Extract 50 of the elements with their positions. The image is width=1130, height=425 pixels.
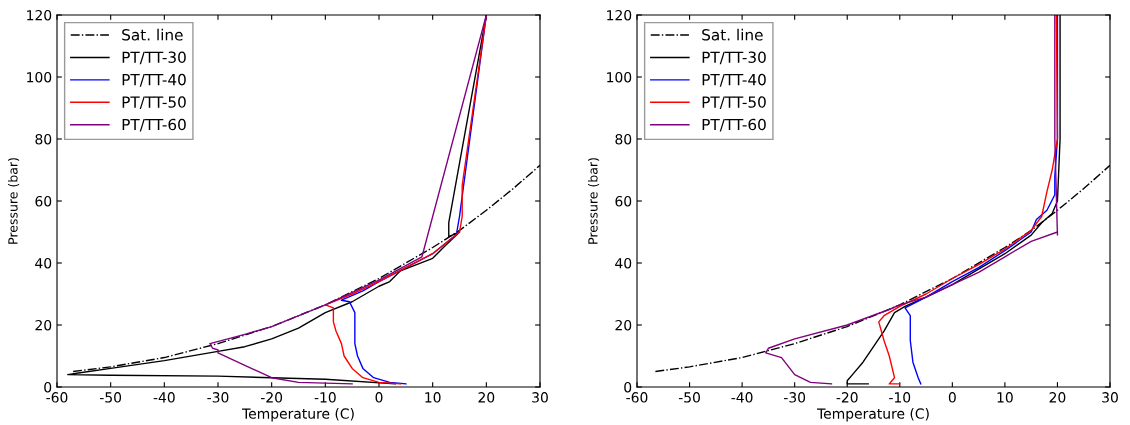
y-tick-label: 120 — [607, 9, 632, 21]
x-tick-label: -40 — [731, 392, 753, 403]
legend-label: PT/TT-40 — [702, 73, 766, 87]
y-tick-label: 0 — [624, 381, 632, 393]
x-tick-label: 10 — [997, 392, 1013, 403]
y-tick-label: 80 — [615, 133, 632, 145]
y-tick-label: 60 — [615, 195, 632, 207]
x-tick-label: 30 — [1102, 392, 1118, 403]
legend-label: PT/TT-30 — [122, 51, 186, 65]
legend-label: Sat. line — [702, 28, 763, 41]
y-tick-label: 100 — [27, 71, 52, 83]
y-tick-label: 80 — [35, 133, 52, 145]
line-series — [209, 15, 488, 385]
legend-label: Sat. line — [122, 28, 183, 41]
x-tick-label: -30 — [207, 392, 229, 403]
x-tick-label: -40 — [153, 392, 175, 403]
x-tick-label: -50 — [100, 392, 122, 403]
y-tick-label: 20 — [35, 319, 52, 331]
x-tick-label: 20 — [1049, 392, 1066, 403]
y-tick-label: 0 — [44, 381, 52, 393]
legend-label: PT/TT-60 — [122, 118, 186, 132]
legend-label: PT/TT-30 — [702, 51, 766, 65]
y-axis-title: Pressure (bar) — [7, 158, 20, 244]
x-tick-label: -10 — [314, 392, 336, 403]
y-tick-label: 60 — [35, 195, 52, 207]
x-tick-label: -60 — [626, 392, 648, 403]
x-tick-label: -50 — [678, 392, 700, 403]
legend-label: PT/TT-50 — [702, 96, 766, 110]
x-axis-title: Temperature (C) — [817, 408, 929, 422]
y-tick-label: 100 — [607, 71, 632, 83]
legend-label: PT/TT-60 — [702, 118, 766, 132]
legend-label: PT/TT-40 — [122, 73, 186, 87]
x-tick-label: -60 — [46, 392, 68, 403]
x-tick-label: -20 — [261, 392, 283, 403]
legend-label: PT/TT-50 — [122, 96, 186, 110]
x-tick-label: 30 — [532, 392, 548, 403]
x-tick-label: -20 — [836, 392, 858, 403]
x-tick-label: 10 — [425, 392, 441, 403]
x-tick-label: 0 — [375, 392, 383, 403]
y-tick-label: 40 — [615, 257, 632, 269]
y-tick-label: 40 — [35, 257, 52, 269]
line-series — [765, 15, 1059, 385]
x-tick-label: -10 — [889, 392, 911, 403]
x-axis-title: Temperature (C) — [242, 408, 354, 422]
x-tick-label: 0 — [948, 392, 956, 403]
x-tick-label: 20 — [478, 392, 495, 403]
y-tick-label: 20 — [615, 319, 632, 331]
y-axis-title: Pressure (bar) — [587, 158, 600, 244]
x-tick-label: -30 — [784, 392, 806, 403]
y-tick-label: 120 — [27, 9, 52, 21]
